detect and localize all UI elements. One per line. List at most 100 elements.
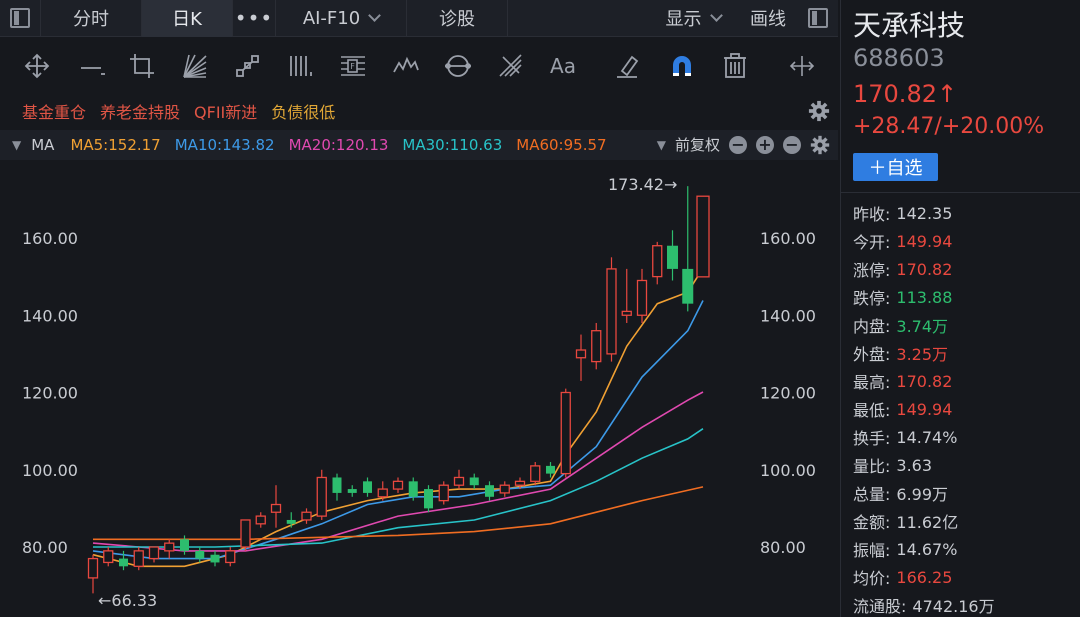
- stat-row: 最高: 170.82: [853, 367, 995, 395]
- svg-text:F: F: [350, 62, 355, 71]
- high-price-annotation: 173.42→: [608, 175, 677, 194]
- text-tool[interactable]: Aa: [548, 51, 578, 81]
- y-tick-label-right: 140.00: [760, 306, 816, 325]
- stat-row: 均价: 166.25: [853, 563, 995, 591]
- candle-body-up: [255, 515, 266, 525]
- chart-toolbar-top: 分时 日K ••• AI-F10 诊股 显示 画线: [0, 0, 838, 37]
- stat-label: 总量:: [853, 485, 891, 504]
- tab-diagnose[interactable]: 诊股: [439, 9, 475, 30]
- plus-circle-icon[interactable]: +: [756, 135, 774, 154]
- more-periods-button[interactable]: •••: [234, 6, 274, 30]
- candle-body-down: [195, 550, 205, 559]
- stat-row: 金额: 11.62亿: [853, 507, 995, 535]
- stat-label: 振幅:: [853, 541, 891, 560]
- gear-icon[interactable]: [808, 100, 830, 122]
- ma30-value: MA30:110.63: [402, 136, 503, 154]
- candle-body-down: [667, 245, 678, 269]
- stat-value: 170.82: [896, 371, 953, 391]
- wave-icon: [393, 56, 419, 73]
- tab-daily-k[interactable]: 日K: [142, 0, 232, 37]
- candle-body-up: [377, 488, 388, 498]
- stat-label: 外盘:: [853, 345, 891, 364]
- stock-name: 天承科技: [853, 9, 966, 42]
- ma-controls: ▼ 前复权 − + −: [657, 134, 830, 155]
- trash-icon: [724, 53, 746, 78]
- crop-tool[interactable]: [127, 51, 157, 81]
- ma-legend: ▼ MA MA5:152.17 MA10:143.82 MA20:120.13 …: [0, 130, 838, 160]
- candle-body-down: [546, 465, 555, 474]
- vertical-bars-tool[interactable]: [286, 51, 316, 81]
- candle-body-down: [332, 477, 342, 493]
- candle-body-up: [133, 550, 144, 567]
- candle-body-up: [621, 310, 632, 316]
- stat-value: 113.88: [896, 287, 953, 307]
- stat-label: 昨收:: [853, 205, 891, 224]
- ruler-icon: [236, 55, 259, 77]
- move-tool[interactable]: [22, 51, 52, 81]
- candle-body-down: [119, 558, 128, 567]
- stat-row: 跌停: 113.88: [853, 283, 995, 311]
- stat-value: 142.35: [896, 203, 953, 223]
- candle-body-up: [530, 465, 541, 482]
- wave-tool[interactable]: [391, 51, 421, 81]
- adjust-mode-dropdown[interactable]: 前复权: [674, 136, 720, 154]
- panel-toggle-button[interactable]: [798, 0, 838, 37]
- gear-icon[interactable]: [810, 135, 830, 155]
- add-favorite-button[interactable]: ＋自选: [853, 153, 938, 181]
- tag-low-debt[interactable]: 负债很低: [271, 103, 336, 122]
- tag-fund-holding[interactable]: 基金重仓: [22, 103, 87, 122]
- delete-tool[interactable]: [720, 51, 750, 81]
- cycle-tool[interactable]: [443, 51, 473, 81]
- ruler-tool[interactable]: [233, 51, 263, 81]
- minus-circle-icon[interactable]: −: [729, 135, 747, 154]
- candle-body-up: [575, 349, 587, 359]
- ma-line-ma60: [93, 486, 704, 541]
- draw-lines-button[interactable]: 画线: [750, 9, 786, 30]
- divider: [275, 0, 276, 37]
- stat-label: 量比:: [853, 457, 891, 476]
- eraser-tool[interactable]: [612, 51, 642, 81]
- candle-body-up: [591, 330, 602, 363]
- stat-row: 外盘: 3.25万: [853, 339, 995, 367]
- collapse-arrow-icon[interactable]: ▼: [12, 138, 22, 152]
- move-icon: [24, 53, 50, 79]
- y-tick-label-left: 160.00: [22, 229, 78, 248]
- tab-intraday[interactable]: 分时: [73, 9, 109, 30]
- stat-value: 3.63: [896, 455, 933, 475]
- scale-tool[interactable]: [787, 51, 817, 81]
- stat-label: 最低:: [853, 401, 891, 420]
- chevron-down-icon: ▼: [656, 137, 666, 152]
- display-label: 显示: [665, 9, 702, 30]
- candle-body-down: [210, 554, 220, 563]
- gann-tool[interactable]: [496, 51, 526, 81]
- layout-toggle-button[interactable]: [0, 0, 40, 37]
- stat-row: 换手: 14.74%: [853, 423, 995, 451]
- stat-row: 昨收: 142.35: [853, 199, 995, 227]
- candlestick-chart[interactable]: 160.00 160.00 140.00 140.00 120.00 120.00 100.…: [0, 160, 838, 617]
- tab-ai-f10[interactable]: AI-F10: [276, 0, 406, 37]
- stock-price: 170.82↑: [853, 80, 958, 108]
- magnet-tool[interactable]: [667, 51, 697, 81]
- fibonacci-tool[interactable]: F: [338, 51, 368, 81]
- stat-value: 14.67%: [896, 539, 958, 559]
- candle-body-up: [316, 476, 327, 517]
- stat-label: 内盘:: [853, 317, 891, 336]
- tab-ai-f10-label: AI-F10: [302, 7, 361, 29]
- candle-body-up: [301, 511, 312, 521]
- y-tick-label-left: 80.00: [22, 538, 68, 557]
- horizontal-line-tool[interactable]: [78, 51, 108, 81]
- tag-pension-holding[interactable]: 养老金持股: [100, 103, 181, 122]
- candle-body-up: [270, 503, 282, 513]
- stat-label: 均价:: [853, 569, 891, 588]
- tag-qfii-new[interactable]: QFII新进: [194, 103, 258, 122]
- ma5-value: MA5:152.17: [70, 136, 161, 154]
- fan-lines-tool[interactable]: [180, 51, 210, 81]
- stock-change: +28.47/+20.00%: [853, 114, 1045, 139]
- display-dropdown[interactable]: 显示: [648, 0, 738, 37]
- candle-body-up: [392, 480, 404, 490]
- fan-lines-icon: [183, 54, 207, 78]
- candle-body-up: [560, 391, 571, 475]
- cycle-icon: [445, 55, 471, 77]
- ma-indicator-label[interactable]: MA: [31, 136, 55, 154]
- minus-circle-icon[interactable]: −: [783, 135, 801, 154]
